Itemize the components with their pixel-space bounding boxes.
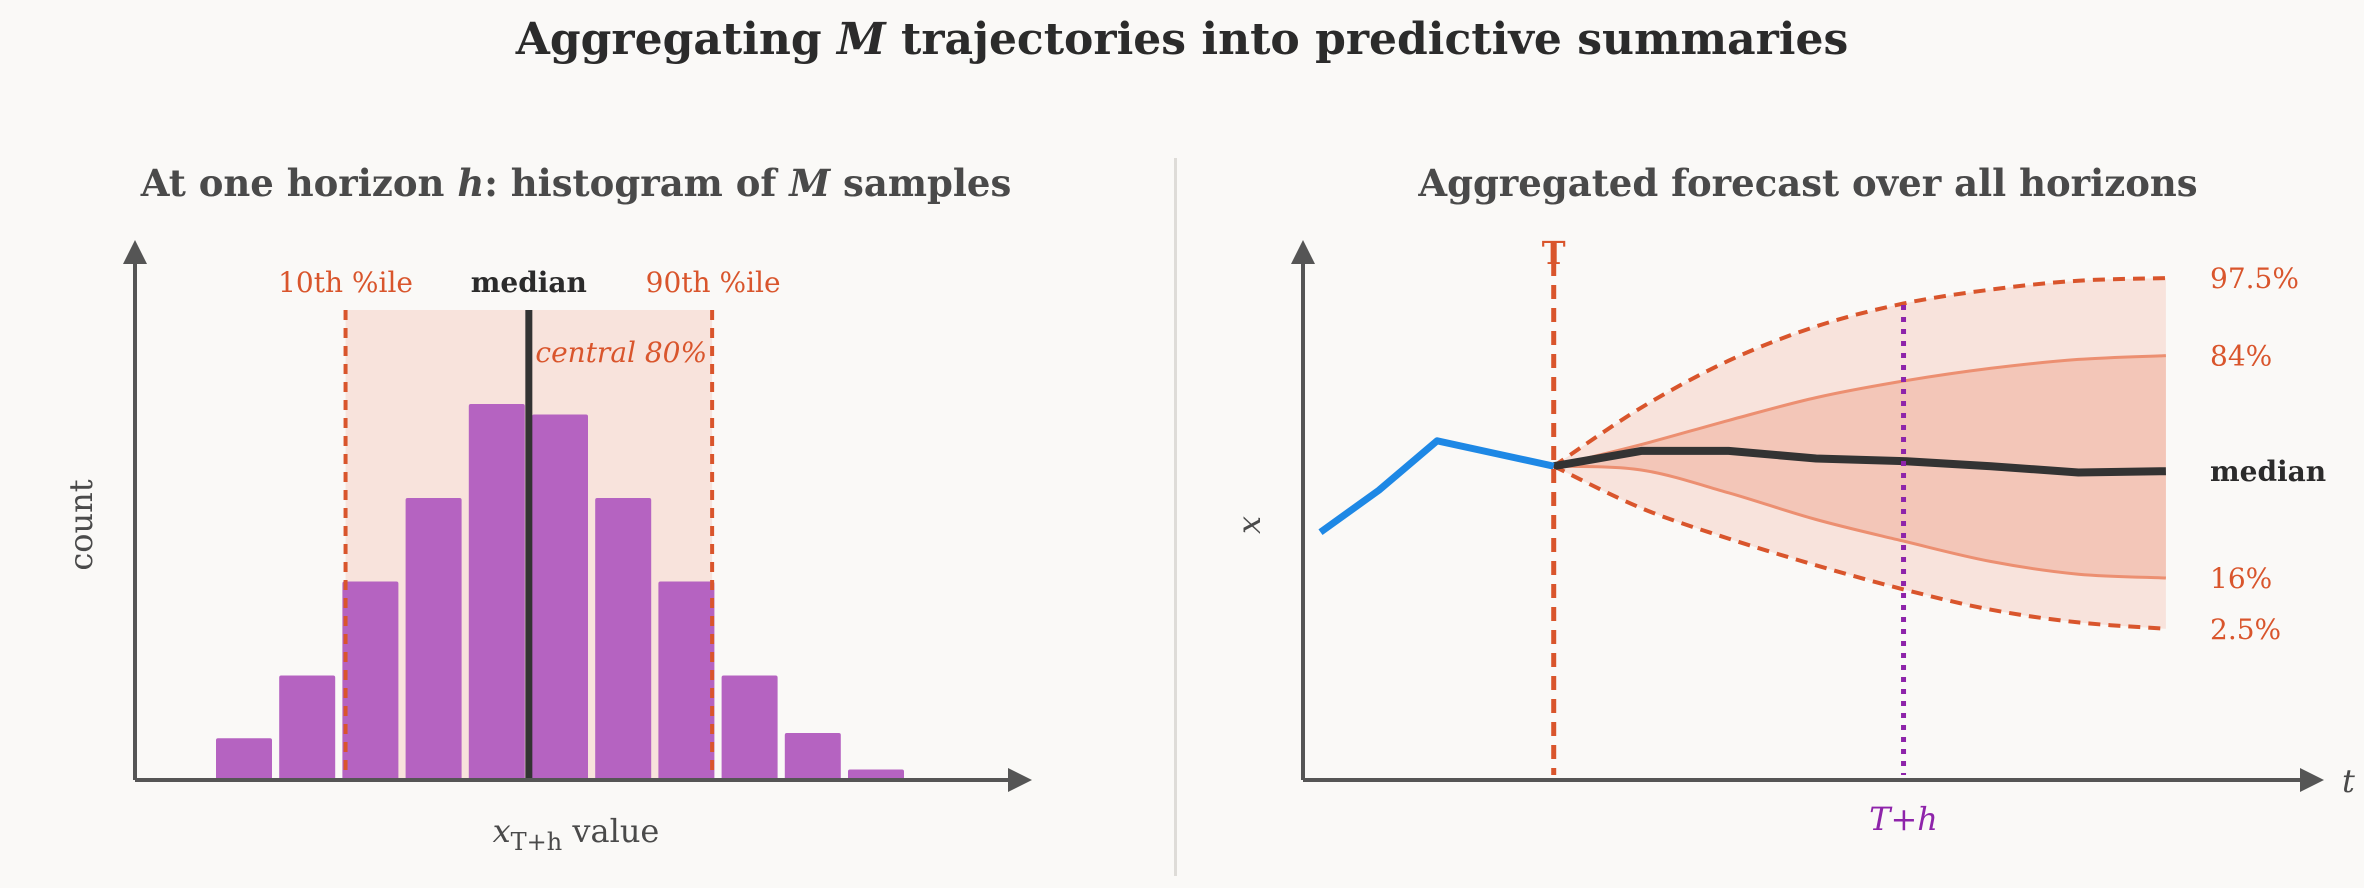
- histogram-bar: [405, 498, 462, 780]
- histogram-bar: [848, 769, 904, 780]
- histogram-bars: [216, 404, 904, 780]
- forecast-panel: Aggregated forecast over all horizons T …: [1230, 161, 2355, 838]
- histogram-bar: [216, 738, 272, 780]
- p10-label: 10th %ile: [278, 266, 413, 299]
- histogram-panel: At one horizon h: histogram of M samples…: [62, 161, 1032, 856]
- history-line: [1318, 437, 1555, 536]
- label-2-5: 2.5%: [2210, 613, 2281, 646]
- line-84: [1553, 354, 2166, 468]
- line-97-5: [1552, 276, 2166, 468]
- median-label: median: [471, 266, 587, 299]
- central-80-label: central 80%: [535, 336, 707, 369]
- forecast-x-arrow: [2300, 768, 2324, 792]
- histogram-bar: [721, 675, 778, 780]
- figure-title: Aggregating M trajectories into predicti…: [515, 14, 1849, 65]
- T-plus-h-label: T+h: [1869, 800, 1938, 838]
- histogram-bar: [595, 498, 652, 780]
- histogram-y-label: count: [62, 479, 100, 570]
- histogram-bar: [658, 581, 715, 780]
- p90-label: 90th %ile: [646, 266, 781, 299]
- line-16: [1553, 464, 2166, 580]
- forecast-y-arrow: [1291, 240, 1315, 264]
- forecast-x-label: t: [2342, 762, 2355, 800]
- T-label: T: [1542, 234, 1566, 272]
- inner-band: [1553, 355, 2166, 578]
- histogram-bar: [784, 733, 841, 780]
- histogram-x-label: xT+h value: [493, 812, 660, 856]
- label-97-5: 97.5%: [2210, 262, 2299, 295]
- label-84: 84%: [2210, 340, 2272, 373]
- histogram-bar: [342, 581, 399, 780]
- histogram-bar: [468, 404, 525, 780]
- histogram-bar: [279, 675, 336, 780]
- median-forecast-line: [1553, 446, 2166, 477]
- histogram-x-arrow: [1008, 768, 1032, 792]
- panel-divider: [1174, 158, 1177, 876]
- histogram-bar: [532, 414, 588, 780]
- label-median: median: [2210, 455, 2326, 488]
- histogram-y-arrow: [123, 240, 147, 264]
- forecast-panel-title: Aggregated forecast over all horizons: [1417, 161, 2197, 205]
- line-2-5: [1552, 464, 2167, 631]
- label-16: 16%: [2210, 562, 2272, 595]
- histogram-panel-title: At one horizon h: histogram of M samples: [140, 161, 1012, 205]
- forecast-y-label: x: [1230, 516, 1268, 534]
